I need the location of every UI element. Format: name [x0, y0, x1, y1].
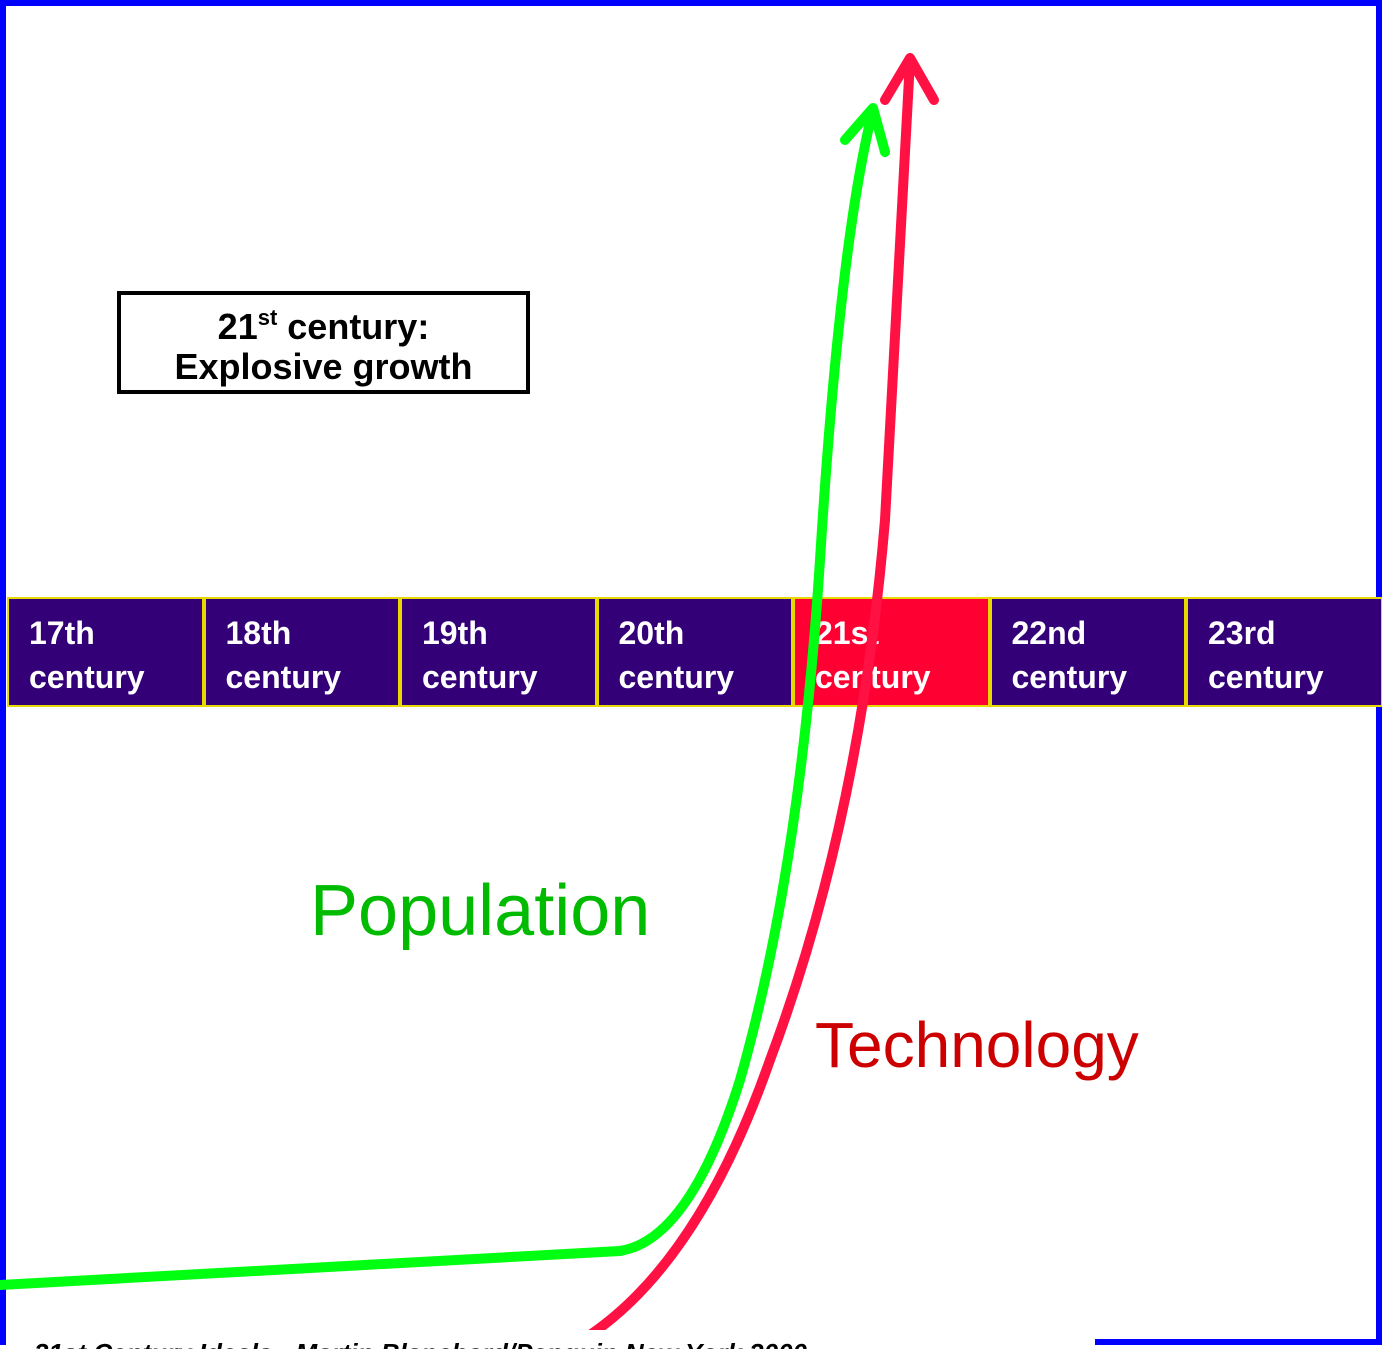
century-text: century: [225, 659, 342, 695]
century-cell: 17th century: [7, 597, 204, 707]
century-text: 17th: [29, 615, 95, 651]
century-text: 22nd: [1011, 615, 1087, 651]
footer: 21st Century Ideals - Martin Blanchard/P…: [34, 1338, 807, 1349]
century-text: 18th: [225, 615, 292, 651]
footer-area: 21st Century Ideals - Martin Blanchard/P…: [6, 1330, 1095, 1349]
title-number: 21: [217, 306, 258, 347]
century-cell: 20th century: [596, 597, 793, 707]
century-text: 20th: [618, 615, 685, 651]
technology-arrowhead: [880, 53, 939, 105]
technology-curve: [585, 55, 915, 1340]
title-line2: Explosive growth: [174, 346, 473, 387]
century-cell: 23rd century: [1186, 597, 1382, 707]
century-text: century: [1011, 659, 1128, 695]
century-text: century: [1208, 659, 1324, 695]
population-curve: [0, 105, 878, 1290]
century-cell: 22nd century: [989, 597, 1186, 707]
century-cell: 21st century: [793, 597, 990, 707]
century-band: 17th century 18th century 19th century 20th cen…: [7, 597, 1382, 707]
century-text: century: [618, 659, 735, 695]
title-suffix: st: [257, 305, 278, 330]
population-arrowhead: [840, 103, 890, 157]
century-cell: 18th century: [203, 597, 400, 707]
population-label: Population: [310, 871, 651, 951]
century-text: 19th: [422, 615, 488, 651]
technology-label: Technology: [815, 1009, 1139, 1081]
century-text: 23rd: [1208, 615, 1276, 651]
century-text: century: [29, 659, 145, 695]
title-box: 21st century: Explosive growth: [117, 291, 530, 394]
century-cell: 19th century: [400, 597, 597, 707]
title-rest: century:: [277, 306, 430, 347]
century-text: century: [422, 659, 538, 695]
